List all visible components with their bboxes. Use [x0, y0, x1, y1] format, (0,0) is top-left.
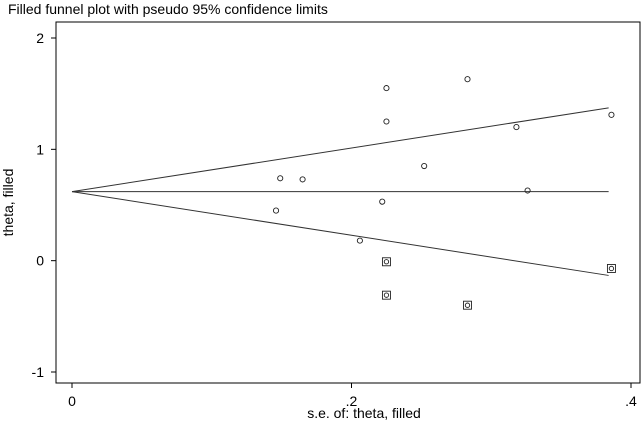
x-tick-label: .2: [346, 393, 358, 409]
filled-study-box: [463, 300, 472, 310]
observed-study-point: [383, 85, 390, 92]
observed-study-point: [356, 237, 363, 244]
y-tick-label: -1: [32, 364, 45, 380]
axes: -1 0 1 2 0 .2 .4: [32, 21, 641, 409]
filled-study-box: [381, 290, 391, 300]
observed-study-point: [513, 124, 520, 131]
observed-study-point: [379, 198, 386, 205]
plot-frame: [55, 21, 641, 384]
observed-study-point: [608, 111, 615, 118]
x-axis-title: s.e. of: theta, filled: [307, 405, 421, 421]
observed-study-point: [277, 175, 284, 182]
observed-study-point: [421, 162, 428, 170]
filled-study-circle: [608, 265, 615, 272]
y-tick-label: 1: [36, 141, 44, 157]
y-tick-label: 2: [36, 30, 44, 46]
lower-limit-line: [71, 191, 609, 276]
y-axis-title: theta, filled: [0, 169, 16, 237]
observed-study-point: [524, 187, 531, 194]
filled-study-circle: [383, 292, 390, 298]
upper-limit-line: [71, 107, 609, 193]
filled-study-point: [463, 300, 472, 310]
x-tick-label: 0: [68, 393, 76, 409]
observed-study-point: [383, 118, 390, 125]
filled-study-circle: [383, 259, 390, 265]
markers: [272, 76, 616, 310]
filled-study-circle: [464, 302, 471, 308]
filled-study-box: [606, 264, 616, 273]
chart-title: Filled funnel plot with pseudo 95% confi…: [8, 1, 328, 17]
filled-study-point: [381, 290, 391, 300]
y-tick-label: 0: [36, 253, 44, 269]
x-tick-label: .4: [625, 393, 637, 409]
observed-study-point: [464, 76, 471, 83]
filled-study-box: [381, 257, 391, 267]
funnel-lines: [71, 107, 609, 276]
observed-study-point: [299, 176, 306, 183]
observed-study-point: [272, 207, 280, 214]
filled-study-point: [606, 264, 616, 273]
filled-study-point: [381, 257, 391, 267]
